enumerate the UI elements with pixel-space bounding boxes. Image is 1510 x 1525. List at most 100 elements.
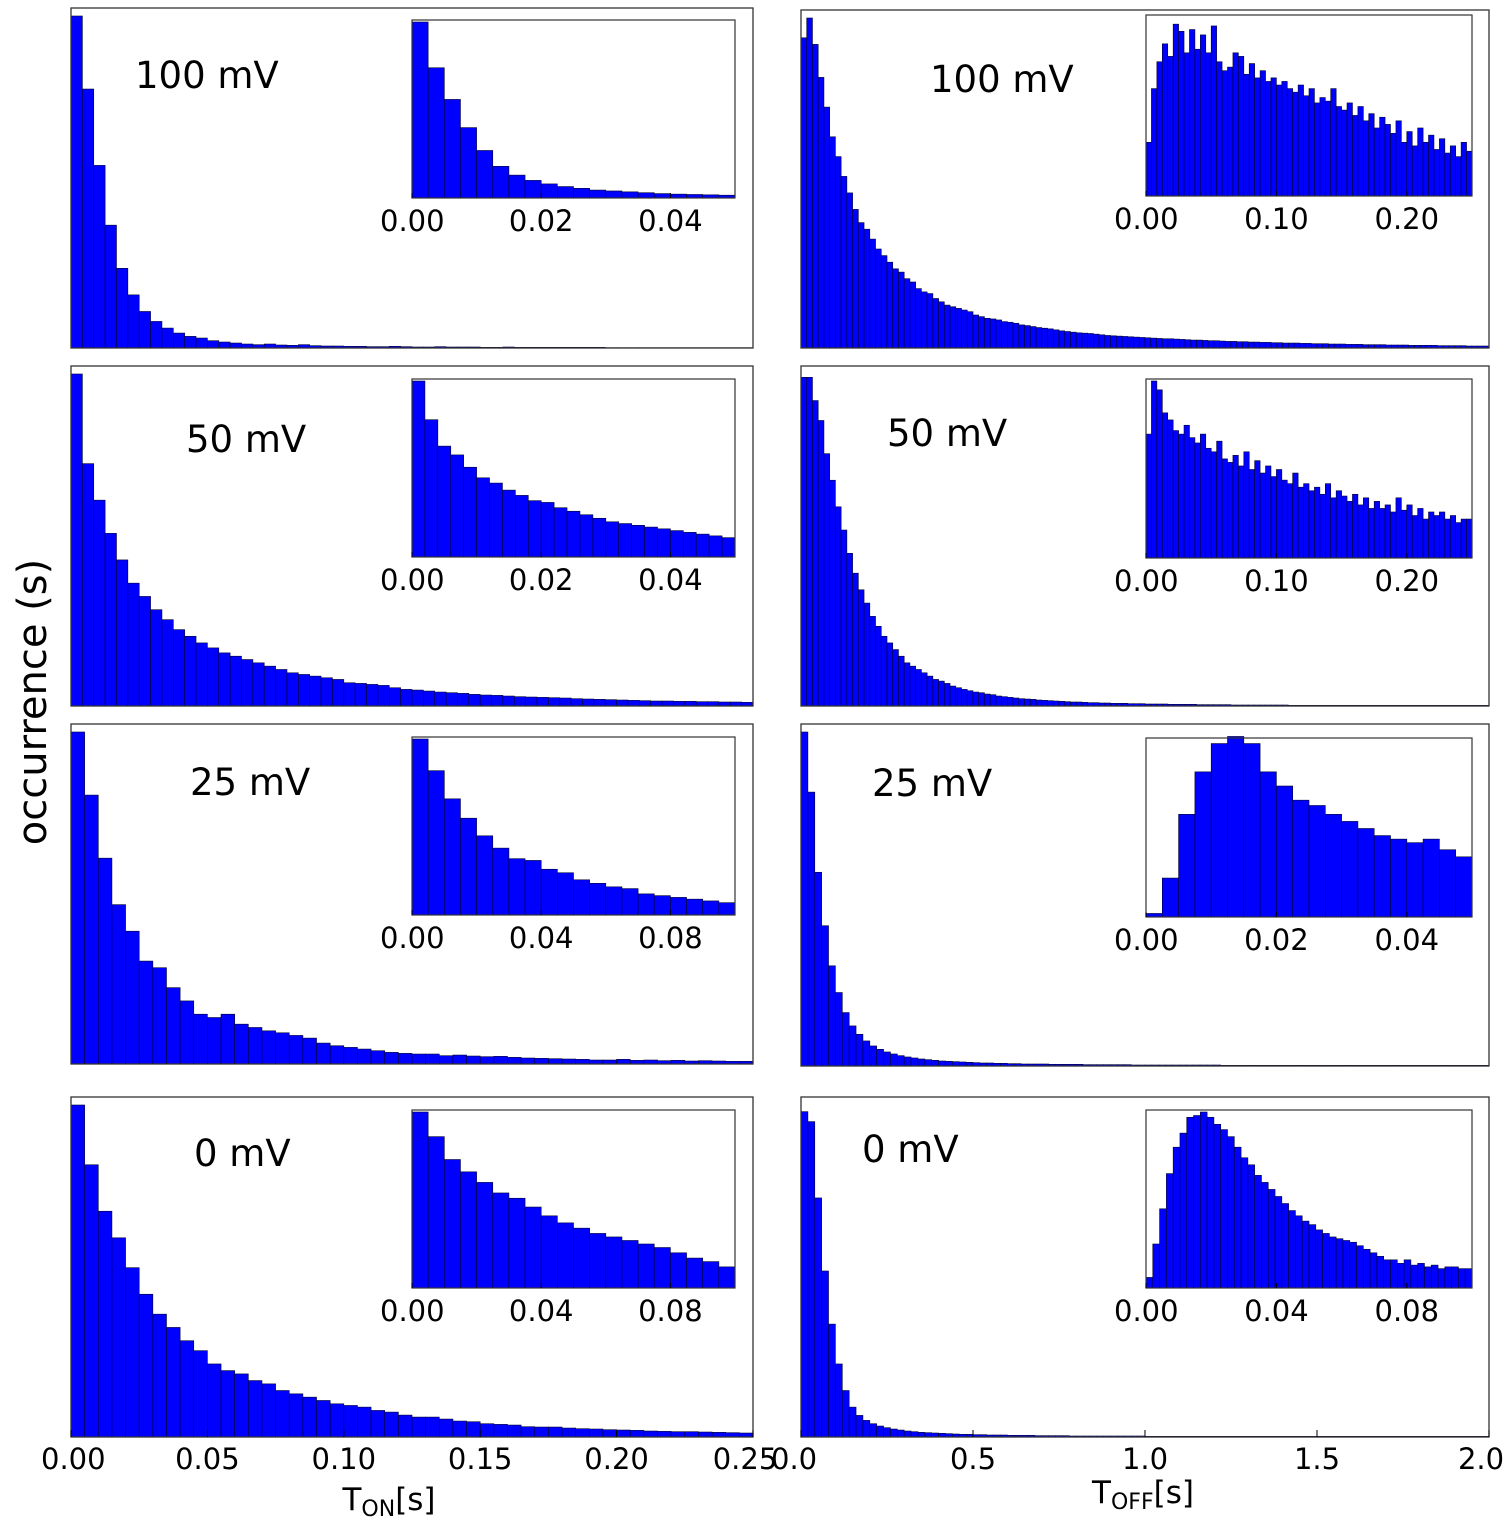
histogram-bar [357,1048,372,1065]
histogram-bar [1018,324,1025,349]
inset-frame [411,736,736,916]
histogram-bar [686,898,703,916]
histogram-bar [493,1056,508,1065]
histogram-bar [184,635,197,707]
histogram-bar [1210,743,1228,918]
histogram-bar [1178,433,1185,559]
histogram-bar [1352,115,1359,197]
histogram-bar [540,1215,558,1289]
histogram-bar [875,626,882,707]
histogram-bar [1265,81,1272,197]
histogram-bar [116,268,129,349]
histogram-bar [179,1000,195,1065]
histogram-bar [1189,29,1196,197]
histogram-bar [573,1227,590,1289]
histogram-bar [807,791,816,1067]
histogram-bar [463,466,477,558]
histogram-bar [411,1053,426,1065]
histogram-bar [926,293,934,349]
histogram-bar [903,662,911,707]
inset-tick-label: 0.08 [1375,1294,1440,1328]
panel-frame [800,723,1490,1067]
histogram-bar [1325,814,1342,918]
histogram-bar [329,1403,345,1438]
histogram-bar [846,192,853,349]
histogram-bar [1464,1268,1473,1289]
histogram-bar [1162,877,1179,918]
histogram-bar [1396,1263,1405,1289]
histogram-bar [1403,1259,1412,1289]
histogram-bar [1196,339,1203,349]
histogram-bar [1330,88,1337,197]
histogram-bar [949,685,957,707]
histogram-bar [411,1111,429,1289]
histogram-bar [924,1059,933,1067]
histogram-bar [1259,472,1266,559]
histogram-bar [955,308,962,349]
histogram-bar [288,1035,304,1065]
histogram-bar [592,517,607,558]
histogram-bar [1259,70,1266,197]
histogram-bar [1335,1238,1344,1289]
histogram-bar [1242,341,1249,349]
histogram-bar [821,925,829,1067]
histogram-bar [1417,127,1424,197]
histogram-bar [1379,116,1386,197]
histogram-bar [343,1047,358,1065]
histogram-bar [812,44,819,349]
histogram-bar [852,572,859,707]
histogram-bar [1207,340,1215,349]
histogram-bar [589,883,607,916]
histogram-bar [150,321,163,349]
histogram-bar [1390,511,1397,559]
histogram-bar [411,21,429,199]
histogram-bar [1319,493,1326,559]
histogram-bar [800,37,808,349]
panel-ton-50mV: 50 mV 0.00 0.02 0.04 [70,365,754,707]
histogram-bar [892,268,899,349]
histogram-bar [657,1431,672,1438]
inset-tick-label: 0.10 [1244,202,1309,236]
inset-frame [1145,737,1473,918]
histogram-bar [427,1136,445,1289]
histogram-bar [425,1416,440,1438]
histogram-bar [492,1192,510,1289]
histogram-bar [702,900,720,916]
histogram-bar [1276,342,1283,349]
histogram-bar [1439,138,1446,197]
histogram-bar [650,700,663,707]
x-axis-title-left: TON[s] [341,1482,435,1522]
histogram-bar [653,193,671,199]
histogram-bar [835,1363,843,1438]
inset-tick-label: 0.04 [1375,923,1440,957]
histogram-bar [1159,1208,1167,1289]
histogram-bar [411,380,426,558]
histogram-bar [1325,100,1332,197]
histogram-bar [637,1243,655,1289]
histogram-bar [1172,23,1179,197]
histogram-bar [1439,849,1457,918]
histogram-bar [1186,1116,1194,1289]
histogram-bar [1282,342,1289,349]
histogram-bar [427,770,445,916]
histogram-bar [1437,1268,1446,1289]
histogram-bar [1145,1277,1154,1289]
histogram-bar [800,1111,809,1438]
histogram-bar [1232,455,1239,559]
histogram-bar [846,552,853,707]
histogram-bar [898,655,905,707]
histogram-bar [1411,515,1418,559]
histogram-bar [1329,1236,1337,1289]
histogram-bar [150,609,163,707]
histogram-bar [536,697,549,707]
histogram-bar [173,332,185,349]
histogram-bar [1267,1189,1276,1289]
histogram-bar [1292,799,1310,918]
histogram-bar [1116,335,1123,349]
x-tick-label: 0.15 [448,1442,513,1476]
x-tick-label: 0.5 [950,1442,996,1476]
histogram-bar [869,616,876,707]
histogram-bar [1238,56,1245,197]
histogram-bar [644,526,658,558]
histogram-bar [883,1427,891,1438]
